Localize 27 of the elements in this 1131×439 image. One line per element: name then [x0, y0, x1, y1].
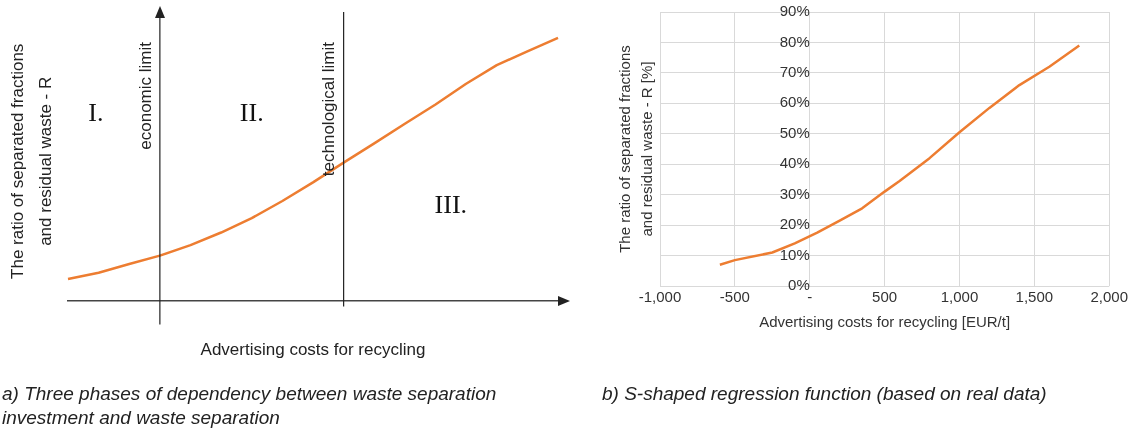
x-tick-label: -1,000: [638, 288, 682, 306]
text: b) S-shaped regression function (based on real data): [602, 382, 1048, 406]
x-tick-label: 2,000: [1090, 288, 1129, 306]
annotation: I.: [88, 97, 104, 127]
annotation: technological limit: [319, 41, 339, 177]
y-tick-label: 0%: [788, 276, 810, 294]
x-tick-label: -500: [719, 288, 750, 306]
text: a) Three phases of dependency between waste separation investment and waste separation: [2, 382, 498, 430]
y-tick-label: 70%: [779, 63, 810, 81]
y-tick-label: 90%: [779, 2, 810, 20]
x-tick-label: 500: [872, 288, 898, 306]
y-tick-label: 20%: [779, 215, 810, 233]
annotation: economic limit: [135, 41, 155, 150]
y-axis-title: The ratio of separated fractions and residual waste - R: [7, 43, 55, 279]
y-tick-label: 10%: [779, 245, 810, 263]
annotation: II.: [239, 97, 264, 127]
y-tick-label: 60%: [779, 93, 810, 111]
x-tick-label: 1,000: [940, 288, 979, 306]
annotation: III.: [434, 189, 468, 219]
y-tick-label: 30%: [779, 184, 810, 202]
y-axis-title: The ratio of separated fractions and residual waste - R [%]: [616, 45, 656, 253]
y-tick-label: 50%: [779, 123, 810, 141]
x-axis-title: Advertising costs for recycling [EUR/t]: [759, 313, 1011, 331]
y-tick-label: 80%: [779, 32, 810, 50]
x-tick-label: 1,500: [1015, 288, 1054, 306]
x-axis-title: Advertising costs for recycling: [200, 340, 426, 360]
y-tick-label: 40%: [779, 154, 810, 172]
